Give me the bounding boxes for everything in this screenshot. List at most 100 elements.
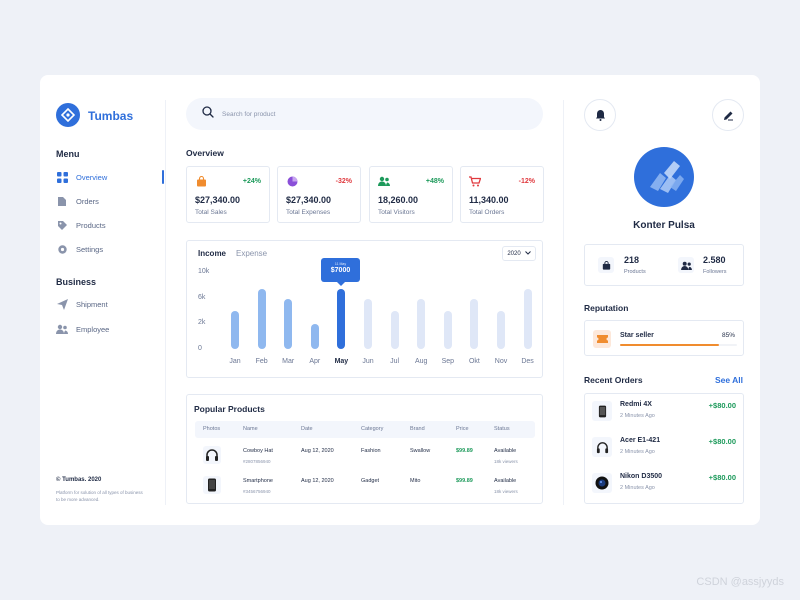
- stat-change: -32%: [335, 178, 352, 185]
- dashboard-card: [40, 75, 760, 525]
- order-thumb[interactable]: [592, 401, 612, 421]
- chart-bar[interactable]: [417, 299, 426, 349]
- product-brand: Mito: [410, 478, 421, 484]
- sidebar-item-overview[interactable]: Overview: [56, 171, 107, 183]
- footer-description: Platform for solution of all types of bu…: [56, 490, 143, 502]
- notification-button[interactable]: [584, 99, 616, 131]
- order-name[interactable]: Redmi 4X: [620, 401, 652, 408]
- sidebar-item-orders[interactable]: Orders: [56, 195, 99, 207]
- x-tick-label: Feb: [255, 358, 268, 365]
- stat-change: +48%: [425, 178, 444, 185]
- search-input[interactable]: [222, 110, 482, 118]
- chart-bar[interactable]: [284, 299, 293, 349]
- x-tick-label: Okt: [468, 358, 480, 365]
- reputation-progress-fill: [620, 344, 720, 346]
- order-thumb[interactable]: [592, 473, 612, 493]
- x-tick-label: Jan: [229, 358, 241, 365]
- stat-value: $27,340.00: [286, 195, 332, 205]
- sidebar-item-settings[interactable]: Settings: [56, 243, 103, 255]
- sidebar-item-employee[interactable]: Employee: [56, 323, 109, 335]
- send-icon: [56, 298, 68, 310]
- sidebar-item-label: Employee: [76, 324, 110, 334]
- chart-bar[interactable]: [390, 310, 399, 349]
- y-tick-label: 0: [198, 345, 202, 352]
- column-header: Date: [301, 426, 313, 432]
- y-tick-label: 2k: [198, 319, 206, 327]
- chart-bar[interactable]: [231, 310, 239, 349]
- sidebar-item-label: Overview: [76, 172, 108, 182]
- chart-bar[interactable]: [337, 289, 346, 349]
- see-all-link[interactable]: See All: [715, 375, 744, 385]
- stat-label: Total Orders: [469, 209, 505, 216]
- y-tick-label: 10k: [198, 268, 210, 275]
- phone-icon: [598, 405, 606, 417]
- product-photo[interactable]: [203, 446, 221, 464]
- grid-icon: [56, 171, 68, 183]
- users-icon: [378, 175, 390, 187]
- stat-change: -12%: [518, 178, 535, 185]
- order-name[interactable]: Nikon D3500: [620, 473, 663, 480]
- chart-bar[interactable]: [310, 324, 319, 349]
- avatar[interactable]: [634, 147, 694, 207]
- product-price: $99.89: [456, 478, 473, 484]
- product-price: $99.89: [456, 448, 473, 454]
- stat-card-total-expenses[interactable]: -32% $27,340.00 Total Expenses: [277, 166, 361, 223]
- chart-bar[interactable]: [523, 289, 532, 349]
- order-thumb[interactable]: [592, 437, 612, 457]
- product-name[interactable]: Smartphone: [243, 478, 273, 484]
- logo[interactable]: [56, 103, 80, 127]
- edit-profile-button[interactable]: [712, 99, 744, 131]
- camera-icon: [595, 476, 609, 490]
- active-indicator: [162, 170, 164, 184]
- reputation-box: Star seller 85%: [584, 320, 744, 356]
- chart-bar[interactable]: [443, 310, 452, 349]
- headphones-icon: [596, 441, 608, 453]
- column-header: Price: [456, 426, 469, 432]
- recent-orders-list: [584, 393, 744, 504]
- x-tick-label: Jun: [362, 358, 374, 365]
- recent-orders-title: Recent Orders: [584, 375, 643, 385]
- product-name[interactable]: Cowboy Hat: [243, 448, 273, 454]
- followers-count: 2.580: [703, 255, 726, 265]
- bag-icon: [598, 257, 614, 273]
- store-name: Konter Pulsa: [633, 220, 695, 231]
- stat-card-total-orders[interactable]: -12% 11,340.00 Total Orders: [460, 166, 544, 223]
- product-status: Available: [494, 448, 517, 454]
- divider: [165, 100, 166, 505]
- products-label: Products: [624, 269, 646, 275]
- stat-value: $27,340.00: [195, 195, 241, 205]
- chart-bar[interactable]: [257, 289, 266, 349]
- stat-change: +24%: [242, 178, 261, 185]
- column-header: Category: [361, 426, 384, 432]
- search-bar[interactable]: [186, 98, 543, 130]
- chevron-down-icon: [524, 250, 531, 257]
- stat-card-total-visitors[interactable]: +48% 18,260.00 Total Visitors: [369, 166, 453, 223]
- products-count: 218: [624, 255, 640, 265]
- year-select[interactable]: 2020: [502, 246, 536, 261]
- x-tick-label: Nov: [494, 358, 508, 365]
- tab-expense[interactable]: Expense: [236, 249, 268, 258]
- order-price: +$80.00: [708, 473, 736, 482]
- sidebar-item-label: Settings: [76, 244, 104, 254]
- reputation-track: [620, 344, 737, 346]
- order-name[interactable]: Acer E1-421: [620, 437, 661, 444]
- tab-income[interactable]: Income: [198, 249, 227, 258]
- chart-bar[interactable]: [497, 310, 505, 349]
- users-icon: [678, 257, 694, 273]
- product-photo[interactable]: [203, 476, 221, 494]
- chart-bar[interactable]: [470, 299, 479, 349]
- popular-products-panel: [186, 394, 543, 504]
- cart-icon: [469, 175, 481, 187]
- stat-card-total-sales[interactable]: +24% $27,340.00 Total Sales: [186, 166, 270, 223]
- order-time: 2 Minutes Ago: [620, 449, 655, 455]
- menu-section-title: Menu: [56, 149, 80, 159]
- order-price: +$80.00: [708, 401, 736, 410]
- chart-bar[interactable]: [364, 299, 372, 349]
- sidebar-item-shipment[interactable]: Shipment: [56, 298, 108, 310]
- bag-icon: [195, 175, 207, 187]
- column-header: Name: [243, 426, 258, 432]
- product-date: Aug 12, 2020: [301, 478, 334, 484]
- popular-products-title: Popular Products: [194, 404, 265, 414]
- sidebar-item-products[interactable]: Products: [56, 219, 106, 231]
- year-value: 2020: [507, 250, 521, 257]
